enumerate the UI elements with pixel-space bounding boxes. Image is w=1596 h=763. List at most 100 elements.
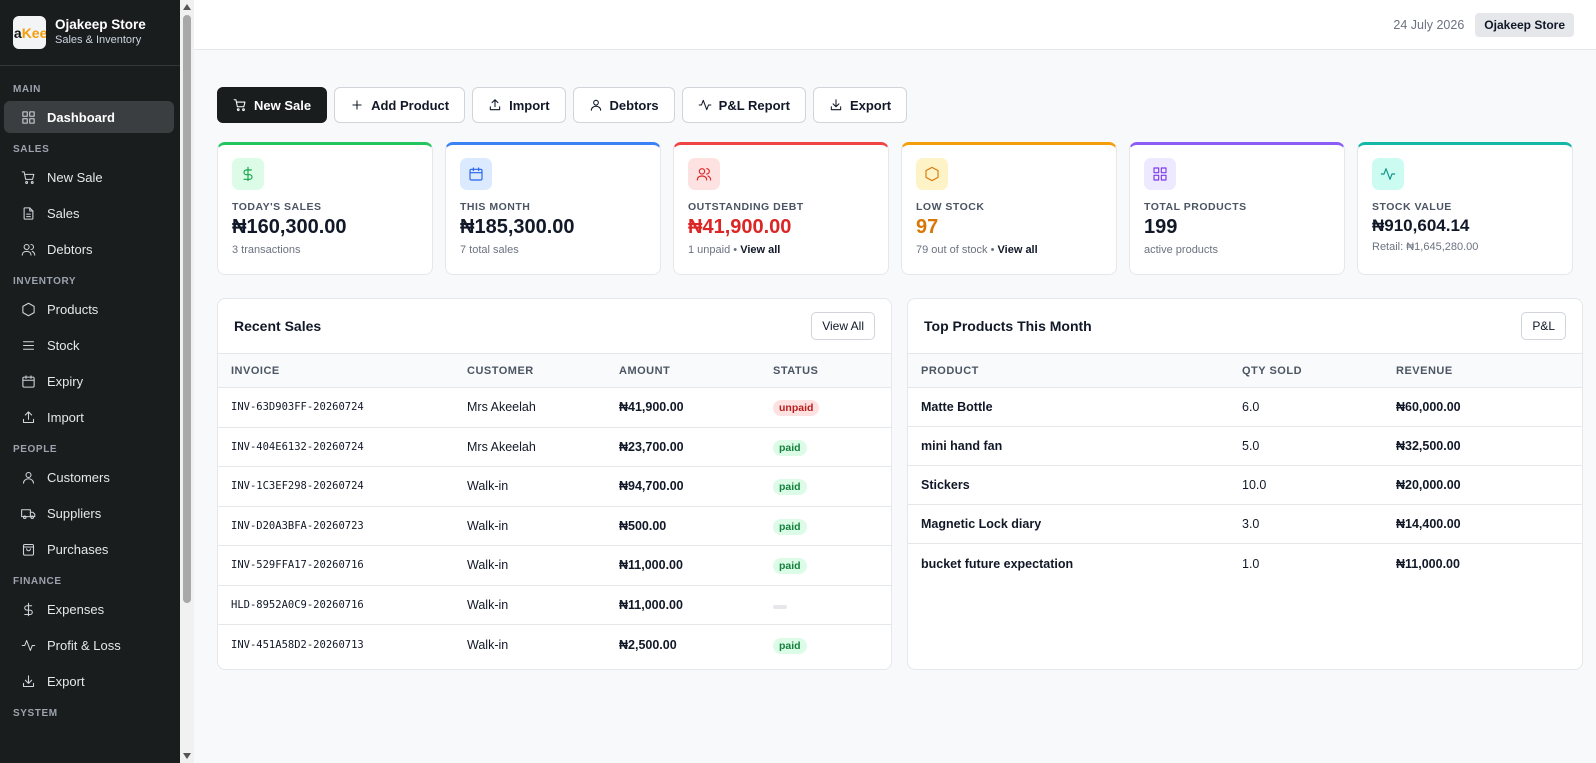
card-label: LOW STOCK (916, 201, 985, 213)
export-button[interactable]: Export (812, 87, 908, 123)
cart-icon (233, 99, 246, 112)
grid-icon (22, 110, 35, 124)
sidebar-item-import[interactable]: Import (4, 401, 174, 433)
hexagon-icon (22, 302, 35, 316)
view-all-link[interactable]: View all (997, 244, 1038, 256)
product-revenue: ₦20,000.00 (1396, 478, 1461, 492)
table-row[interactable]: mini hand fan 5.0 ₦32,500.00 (908, 427, 1582, 466)
cart-icon (21, 170, 35, 184)
sidebar-item-label: Expiry (47, 373, 84, 389)
card-value: ₦185,300.00 (460, 216, 575, 238)
customer-name: Walk-in (467, 479, 509, 494)
import-label: Import (509, 97, 550, 113)
top-products-header: PRODUCT QTY SOLD REVENUE (908, 354, 1582, 388)
col-revenue: REVENUE (1396, 364, 1453, 377)
table-row[interactable]: INV-63D903FF-20260724 Mrs Akeelah ₦41,90… (218, 388, 891, 428)
grid-icon (1153, 167, 1167, 181)
dollar-icon (24, 602, 33, 616)
download-icon (22, 674, 35, 687)
card-today-s-sales: TODAY'S SALES ₦160,300.00 3 transactions (217, 142, 433, 275)
status-badge: paid (773, 637, 807, 654)
card-sub: 3 transactions (232, 244, 301, 256)
card-stock-value: STOCK VALUE ₦910,604.14 Retail: ₦1,645,2… (1357, 142, 1573, 275)
brand-header[interactable]: jaKee Ojakeep Store Sales & Inventory (0, 0, 180, 66)
table-row[interactable]: INV-451A58D2-20260713 Walk-in ₦2,500.00 … (218, 625, 891, 665)
bag-icon (22, 543, 35, 556)
sidebar-item-purchases[interactable]: Purchases (4, 533, 174, 565)
card-value: 199 (1144, 216, 1178, 238)
table-row[interactable]: HLD-8952A0C9-20260716 Walk-in ₦11,000.00 (218, 586, 891, 625)
sale-amount: ₦11,000.00 (619, 558, 683, 573)
sidebar-item-dashboard[interactable]: Dashboard (4, 101, 174, 133)
product-revenue: ₦32,500.00 (1396, 439, 1461, 453)
status-badge: paid (773, 558, 807, 575)
import-button[interactable]: Import (472, 87, 566, 123)
pl-button[interactable]: P&L (1521, 312, 1566, 340)
sidebar-item-export[interactable]: Export (4, 665, 174, 697)
sidebar-item-label: Purchases (47, 541, 109, 557)
table-row[interactable]: Stickers 10.0 ₦20,000.00 (908, 466, 1582, 505)
card-sub: Retail: ₦1,645,280.00 (1372, 241, 1479, 253)
table-row[interactable]: INV-D20A3BFA-20260723 Walk-in ₦500.00 pa… (218, 507, 891, 546)
sale-amount: ₦23,700.00 (619, 439, 684, 454)
customer-name: Walk-in (467, 518, 509, 533)
view-all-sales-button[interactable]: View All (811, 312, 875, 340)
table-row[interactable]: bucket future expectation 1.0 ₦11,000.00 (908, 544, 1582, 583)
status-badge: unpaid (773, 400, 820, 417)
new-sale-button[interactable]: New Sale (217, 87, 328, 123)
truck-icon (21, 508, 36, 519)
sidebar-item-products[interactable]: Products (4, 293, 174, 325)
scroll-down-arrow[interactable] (183, 753, 191, 759)
sidebar-item-expiry[interactable]: Expiry (4, 365, 174, 397)
table-row[interactable]: Magnetic Lock diary 3.0 ₦14,400.00 (908, 505, 1582, 544)
card-outstanding-debt-icon-wrap (688, 158, 720, 190)
sidebar-item-label: Profit & Loss (47, 637, 121, 653)
sidebar-item-sales[interactable]: Sales (4, 197, 174, 229)
card-total-products: TOTAL PRODUCTS 199 active products (1129, 142, 1345, 275)
sidebar-item-stock[interactable]: Stock (4, 329, 174, 361)
product-revenue: ₦11,000.00 (1396, 556, 1460, 571)
activity-icon (1380, 168, 1396, 180)
stat-cards: TODAY'S SALES ₦160,300.00 3 transactions… (217, 142, 1573, 275)
scroll-up-arrow[interactable] (183, 4, 191, 10)
table-row[interactable]: INV-1C3EF298-20260724 Walk-in ₦94,700.00… (218, 467, 891, 507)
store-badge[interactable]: Ojakeep Store (1475, 12, 1574, 37)
plus-icon (352, 100, 362, 110)
table-row[interactable]: Matte Bottle 6.0 ₦60,000.00 (908, 388, 1582, 427)
store-name: Ojakeep Store (55, 17, 146, 33)
recent-sales-header: INVOICE CUSTOMER AMOUNT STATUS (218, 354, 891, 388)
card-label: TODAY'S SALES (232, 201, 322, 213)
view-all-link[interactable]: View all (740, 244, 781, 256)
sidebar-item-profit-loss[interactable]: Profit & Loss (4, 629, 174, 661)
status-badge-empty (773, 604, 787, 609)
user-icon (22, 471, 35, 484)
sidebar-item-new-sale[interactable]: New Sale (4, 161, 174, 193)
sidebar-item-debtors[interactable]: Debtors (4, 233, 174, 265)
customer-name: Walk-in (467, 637, 509, 652)
card-value: ₦910,604.14 (1372, 216, 1470, 235)
invoice-id: INV-63D903FF-20260724 (231, 401, 364, 414)
sale-amount: ₦94,700.00 (619, 479, 684, 494)
table-row[interactable]: INV-404E6132-20260724 Mrs Akeelah ₦23,70… (218, 428, 891, 467)
sidebar-item-expenses[interactable]: Expenses (4, 593, 174, 625)
card-sub: 1 unpaid • View all (688, 244, 781, 256)
nav-section-finance: FINANCE (13, 576, 62, 587)
sidebar-item-customers[interactable]: Customers (4, 461, 174, 493)
qty-sold: 6.0 (1242, 400, 1260, 414)
card-low-stock-icon-wrap (916, 158, 948, 190)
add-product-button[interactable]: Add Product (334, 87, 466, 123)
card-total-products-icon-wrap (1144, 158, 1176, 190)
nav-section-people: PEOPLE (13, 444, 58, 455)
nav-section-system: SYSTEM (13, 708, 58, 719)
col-customer: CUSTOMER (467, 364, 534, 377)
sale-amount: ₦11,000.00 (619, 597, 683, 612)
sidebar-item-label: Export (47, 673, 85, 689)
sidebar-scrollbar[interactable] (180, 0, 194, 763)
p-l-report-button[interactable]: P&L Report (681, 87, 806, 123)
sidebar-item-suppliers[interactable]: Suppliers (4, 497, 174, 529)
sidebar-item-label: New Sale (47, 169, 103, 185)
scroll-thumb[interactable] (183, 15, 191, 603)
debtors-button[interactable]: Debtors (572, 87, 675, 123)
list-icon (22, 340, 35, 350)
table-row[interactable]: INV-529FFA17-20260716 Walk-in ₦11,000.00… (218, 546, 891, 586)
